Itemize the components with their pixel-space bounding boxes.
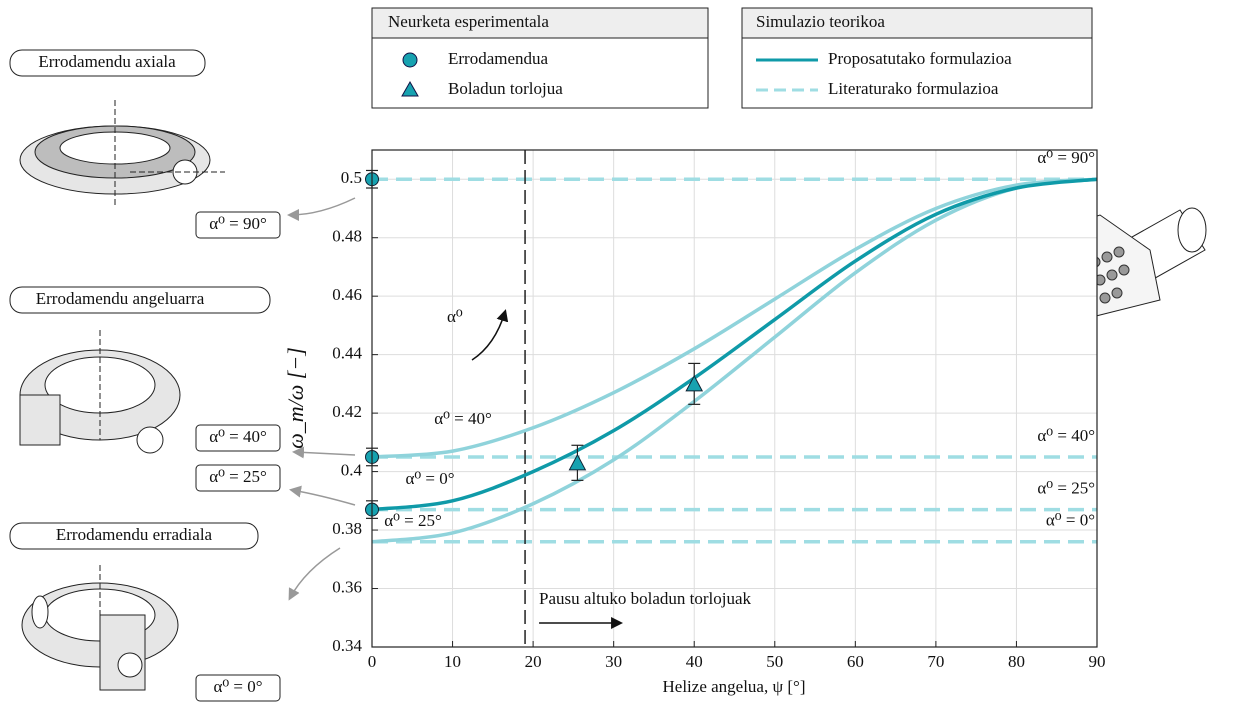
- legend-symbol: [403, 53, 417, 67]
- reference-label: α⁰ = 40°: [1037, 426, 1095, 445]
- x-tick-label: 20: [525, 652, 542, 671]
- chart: Neurketa esperimentala Errodamendua Bola…: [0, 0, 1239, 702]
- bearing-angle: α⁰ = 40°: [209, 427, 267, 446]
- y-tick-label: 0.48: [332, 227, 362, 246]
- y-tick-label: 0.38: [332, 519, 362, 538]
- plot-area: [372, 150, 1097, 647]
- y-tick-label: 0.36: [332, 577, 362, 596]
- arrow-label: α⁰: [447, 307, 463, 326]
- reference-label: α⁰ = 25°: [1037, 479, 1095, 498]
- legend-experimental: Neurketa esperimentala Errodamendua Bola…: [372, 8, 708, 108]
- x-tick-label: 0: [368, 652, 377, 671]
- x-tick-label: 90: [1089, 652, 1106, 671]
- x-axis-label: Helize angelua, ψ [°]: [663, 677, 806, 696]
- y-tick-label: 0.44: [332, 344, 362, 363]
- curve-label: α⁰ = 40°: [434, 409, 492, 428]
- legend-entry: Proposatutako formulazioa: [828, 49, 1012, 68]
- legend-title: Simulazio teorikoa: [756, 12, 885, 31]
- x-tick-label: 70: [927, 652, 944, 671]
- bearing-name: Errodamendu erradiala: [56, 525, 213, 544]
- legend-entry: Literaturako formulazioa: [828, 79, 999, 98]
- reference-label: α⁰ = 90°: [1037, 148, 1095, 167]
- reference-label: α⁰ = 0°: [1046, 511, 1095, 530]
- x-tick-label: 50: [766, 652, 783, 671]
- legend-title: Neurketa esperimentala: [388, 12, 549, 31]
- y-tick-label: 0.42: [332, 402, 362, 421]
- bearing-name: Errodamendu angeluarra: [36, 289, 205, 308]
- bearing-angle: α⁰ = 25°: [209, 467, 267, 486]
- x-tick-label: 30: [605, 652, 622, 671]
- x-tick-label: 40: [686, 652, 703, 671]
- legend-entry: Errodamendua: [448, 49, 549, 68]
- curve-label: α⁰ = 0°: [405, 469, 454, 488]
- x-tick-label: 60: [847, 652, 864, 671]
- bearing-name: Errodamendu axiala: [38, 52, 176, 71]
- y-tick-label: 0.34: [332, 636, 362, 655]
- y-tick-label: 0.5: [341, 168, 362, 187]
- x-tick-label: 10: [444, 652, 461, 671]
- x-tick-label: 80: [1008, 652, 1025, 671]
- y-axis-label: ω_m/ω [−]: [283, 347, 308, 449]
- legend-theory: Simulazio teorikoa Proposatutako formula…: [742, 8, 1092, 108]
- legend-entry: Boladun torlojua: [448, 79, 563, 98]
- bearing-angle: α⁰ = 0°: [213, 677, 262, 696]
- threshold-label: Pausu altuko boladun torlojuak: [539, 589, 752, 608]
- curve-label: α⁰ = 25°: [384, 511, 442, 530]
- y-tick-label: 0.4: [341, 460, 363, 479]
- bearing-angle: α⁰ = 90°: [209, 214, 267, 233]
- y-tick-label: 0.46: [332, 285, 362, 304]
